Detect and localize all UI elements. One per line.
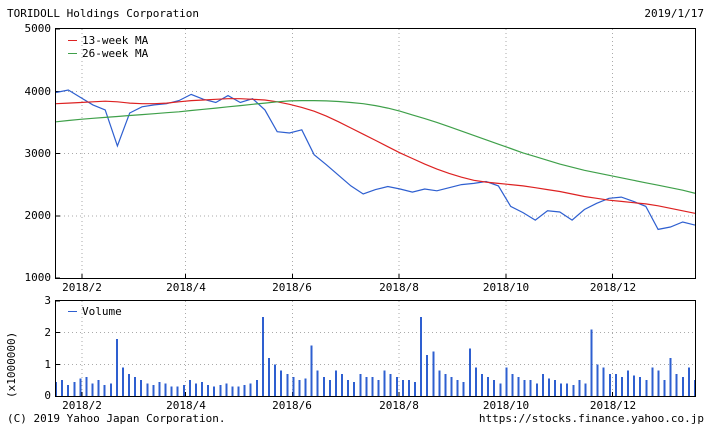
volume-xtick-dec: 2018/12 [589, 399, 637, 412]
footer-copyright: (C) 2019 Yahoo Japan Corporation. [7, 412, 226, 425]
price-xtick-apr: 2018/4 [166, 281, 206, 294]
legend-label-volume: Volume [82, 305, 122, 318]
volume-ytick-3: 3 [44, 294, 51, 307]
volume-xtick-aug: 2018/8 [379, 399, 419, 412]
volume-ytick-0: 0 [44, 389, 51, 402]
price-xtick-feb: 2018/2 [62, 281, 102, 294]
price-ytick-3000: 3000 [24, 147, 52, 160]
price-ytick-1000: 1000 [24, 271, 52, 284]
price-xtick-dec: 2018/12 [589, 281, 637, 294]
legend-label-ma13: 13-week MA [82, 34, 149, 47]
page-title: TORIDOLL Holdings Corporation [7, 7, 200, 20]
price-chart-frame: 13-week MA 26-week MA [55, 28, 696, 279]
price-xtick-oct: 2018/10 [482, 281, 530, 294]
volume-xtick-oct: 2018/10 [482, 399, 530, 412]
price-chart-svg [56, 29, 695, 278]
volume-chart-svg [56, 301, 695, 396]
volume-xtick-feb: 2018/2 [62, 399, 102, 412]
volume-ytick-1: 1 [44, 358, 51, 371]
price-ytick-2000: 2000 [24, 209, 52, 222]
price-chart-legend: 13-week MA 26-week MA [68, 34, 148, 60]
volume-chart-legend: Volume [68, 305, 122, 318]
legend-item-ma26: 26-week MA [68, 47, 148, 60]
legend-label-ma26: 26-week MA [82, 47, 149, 60]
footer-url: https://stocks.finance.yahoo.co.jp [478, 412, 704, 425]
volume-xtick-apr: 2018/4 [166, 399, 206, 412]
legend-item-volume: Volume [68, 305, 122, 318]
price-ytick-5000: 5000 [24, 22, 52, 35]
legend-item-ma13: 13-week MA [68, 34, 148, 47]
price-ytick-4000: 4000 [24, 85, 52, 98]
ma26-line-swatch-icon [68, 53, 77, 54]
ma13-line-swatch-icon [68, 40, 77, 41]
volume-ytick-2: 2 [44, 326, 51, 339]
price-xtick-aug: 2018/8 [379, 281, 419, 294]
price-xtick-jun: 2018/6 [272, 281, 312, 294]
chart-date: 2019/1/17 [644, 7, 704, 20]
volume-line-swatch-icon [68, 311, 77, 312]
volume-xtick-jun: 2018/6 [272, 399, 312, 412]
volume-chart-frame: Volume [55, 300, 696, 397]
